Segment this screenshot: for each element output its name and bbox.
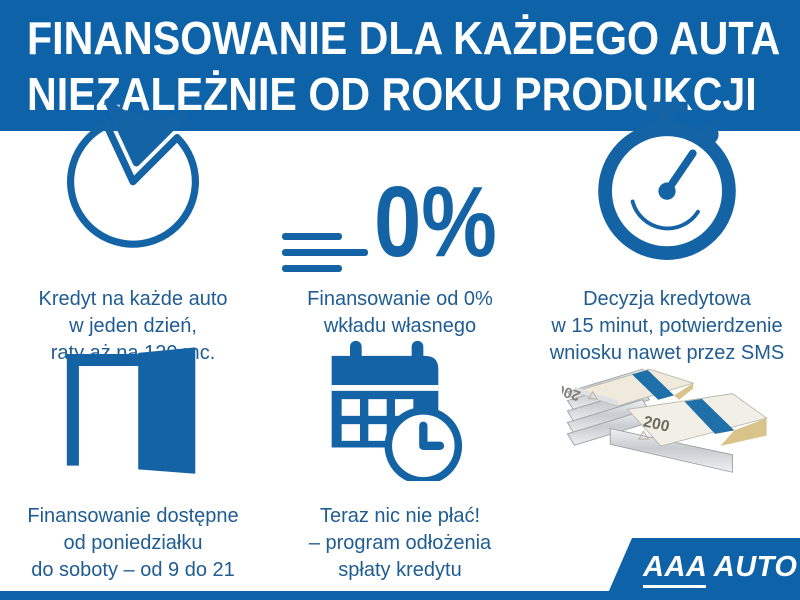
svg-text:200: 200: [562, 380, 583, 403]
